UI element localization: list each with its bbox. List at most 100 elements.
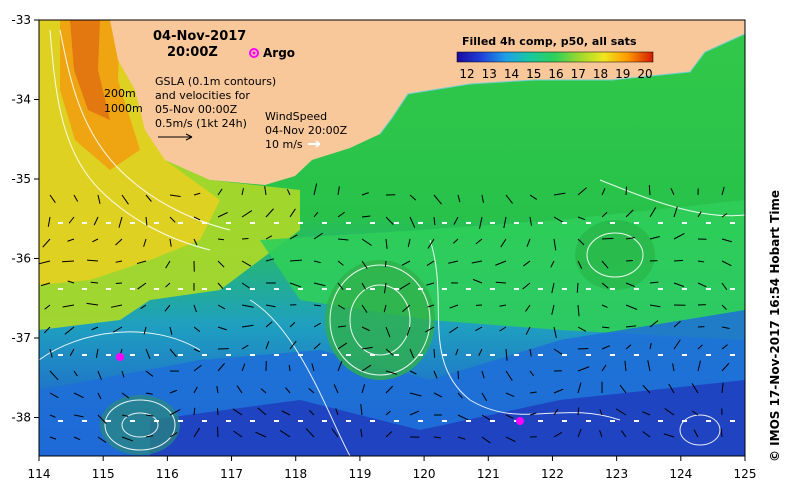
velocity-arrow	[523, 260, 531, 267]
velocity-arrow	[407, 238, 411, 248]
velocity-arrow	[87, 259, 99, 262]
velocity-arrow	[449, 326, 459, 334]
velocity-arrow	[169, 216, 176, 223]
velocity-arrow	[525, 326, 531, 335]
velocity-arrow	[265, 258, 275, 262]
velocity-arrow	[73, 194, 79, 202]
velocity-arrow	[525, 304, 531, 312]
velocity-arrow	[529, 348, 532, 357]
velocity-arrow	[91, 326, 99, 331]
velocity-arrow	[313, 232, 324, 240]
velocity-arrow	[601, 188, 606, 196]
velocity-arrow	[97, 392, 102, 400]
velocity-arrow	[285, 387, 291, 394]
velocity-arrow	[165, 260, 171, 269]
velocity-arrow	[73, 414, 84, 418]
velocity-arrow	[115, 260, 123, 263]
y-tick-label: -38	[11, 411, 31, 425]
velocity-arrow	[697, 260, 705, 263]
velocity-arrow	[216, 426, 219, 438]
velocity-arrow	[692, 410, 699, 416]
plot-border	[38, 19, 746, 457]
velocity-arrow	[601, 282, 609, 289]
velocity-arrow	[384, 260, 387, 268]
velocity-arrow	[260, 388, 267, 394]
velocity-arrow	[721, 238, 732, 243]
velocity-arrow	[619, 384, 627, 394]
contour-label-200m: 200m	[104, 87, 136, 100]
y-tick-label: -35	[11, 172, 31, 186]
velocity-arrow	[43, 326, 51, 334]
velocity-arrow	[217, 188, 223, 196]
velocity-arrow	[472, 278, 483, 284]
velocity-arrow	[169, 432, 178, 438]
velocity-arrow	[265, 341, 270, 350]
velocity-arrow	[385, 385, 394, 394]
velocity-arrow	[481, 414, 491, 421]
velocity-arrow	[649, 207, 657, 218]
velocity-arrow	[216, 408, 219, 416]
velocity-arrow	[265, 304, 276, 308]
contour-label-1000m: 1000m	[104, 102, 143, 115]
velocity-arrow	[522, 282, 531, 290]
velocity-arrow	[505, 392, 515, 397]
eddy-contour-2	[349, 284, 411, 356]
velocity-arrow	[642, 431, 651, 438]
velocity-arrow	[409, 370, 417, 375]
velocity-arrow	[47, 216, 51, 227]
colorbar-tick-label: 13	[482, 67, 497, 81]
velocity-arrow	[642, 384, 651, 394]
isobath-1000m	[49, 29, 211, 251]
velocity-arrow	[427, 304, 435, 308]
argo-marker[interactable]	[516, 417, 524, 425]
eddy-southwest	[100, 395, 180, 455]
velocity-arrow	[385, 370, 398, 375]
velocity-arrow	[241, 363, 246, 372]
velocity-arrow	[649, 320, 659, 328]
isobath-200m	[59, 29, 231, 231]
velocity-arrow	[313, 211, 319, 218]
gsla-line-2: and velocities for	[155, 89, 250, 102]
wind-line-2: 04-Nov 20:00Z	[265, 124, 348, 137]
velocity-arrow	[599, 430, 603, 438]
velocity-arrow	[217, 260, 225, 268]
velocity-arrow	[385, 216, 394, 225]
velocity-arrow	[649, 236, 660, 240]
velocity-arrow	[670, 188, 675, 196]
velocity-arrow	[193, 348, 201, 353]
velocity-arrow	[232, 408, 243, 416]
map-time: 20:00Z	[167, 45, 218, 60]
velocity-arrow	[505, 370, 513, 381]
x-tick-label: 121	[477, 467, 500, 481]
velocity-arrow	[385, 348, 394, 356]
colorbar: Filled 4h comp, p50, all sats 12 13 14 15 16…	[456, 35, 654, 81]
velocity-arrow	[499, 304, 507, 307]
velocity-arrow	[110, 304, 123, 308]
velocity-arrow	[137, 282, 147, 290]
velocity-arrow	[453, 216, 459, 225]
x-tick-label: 118	[284, 467, 307, 481]
gsla-legend: GSLA (0.1m contours) and velocities for …	[155, 75, 276, 141]
velocity-arrow	[69, 348, 75, 357]
velocity-arrow	[721, 382, 724, 394]
gsla-line-1: GSLA (0.1m contours)	[155, 75, 276, 88]
velocity-arrow	[143, 326, 147, 335]
velocity-arrow	[289, 340, 297, 350]
colorbar-tick-label: 20	[637, 67, 652, 81]
coastline	[379, 33, 745, 135]
velocity-arrow	[257, 407, 267, 416]
velocity-arrow	[145, 370, 154, 377]
y-tick-label: -36	[11, 252, 31, 266]
velocity-arrow	[385, 238, 388, 249]
velocity-arrow	[406, 326, 411, 336]
velocity-arrow	[553, 388, 564, 394]
velocity-arrow	[481, 194, 484, 203]
argo-marker[interactable]	[116, 353, 124, 361]
velocity-arrow	[145, 435, 154, 438]
velocity-arrow	[169, 194, 181, 197]
velocity-arrow	[668, 383, 675, 394]
wind-legend: WindSpeed 04-Nov 20:00Z 10 m/s	[265, 110, 348, 151]
velocity-arrow	[383, 282, 387, 294]
velocity-arrow	[360, 428, 363, 438]
argo-legend-icon	[249, 48, 259, 58]
